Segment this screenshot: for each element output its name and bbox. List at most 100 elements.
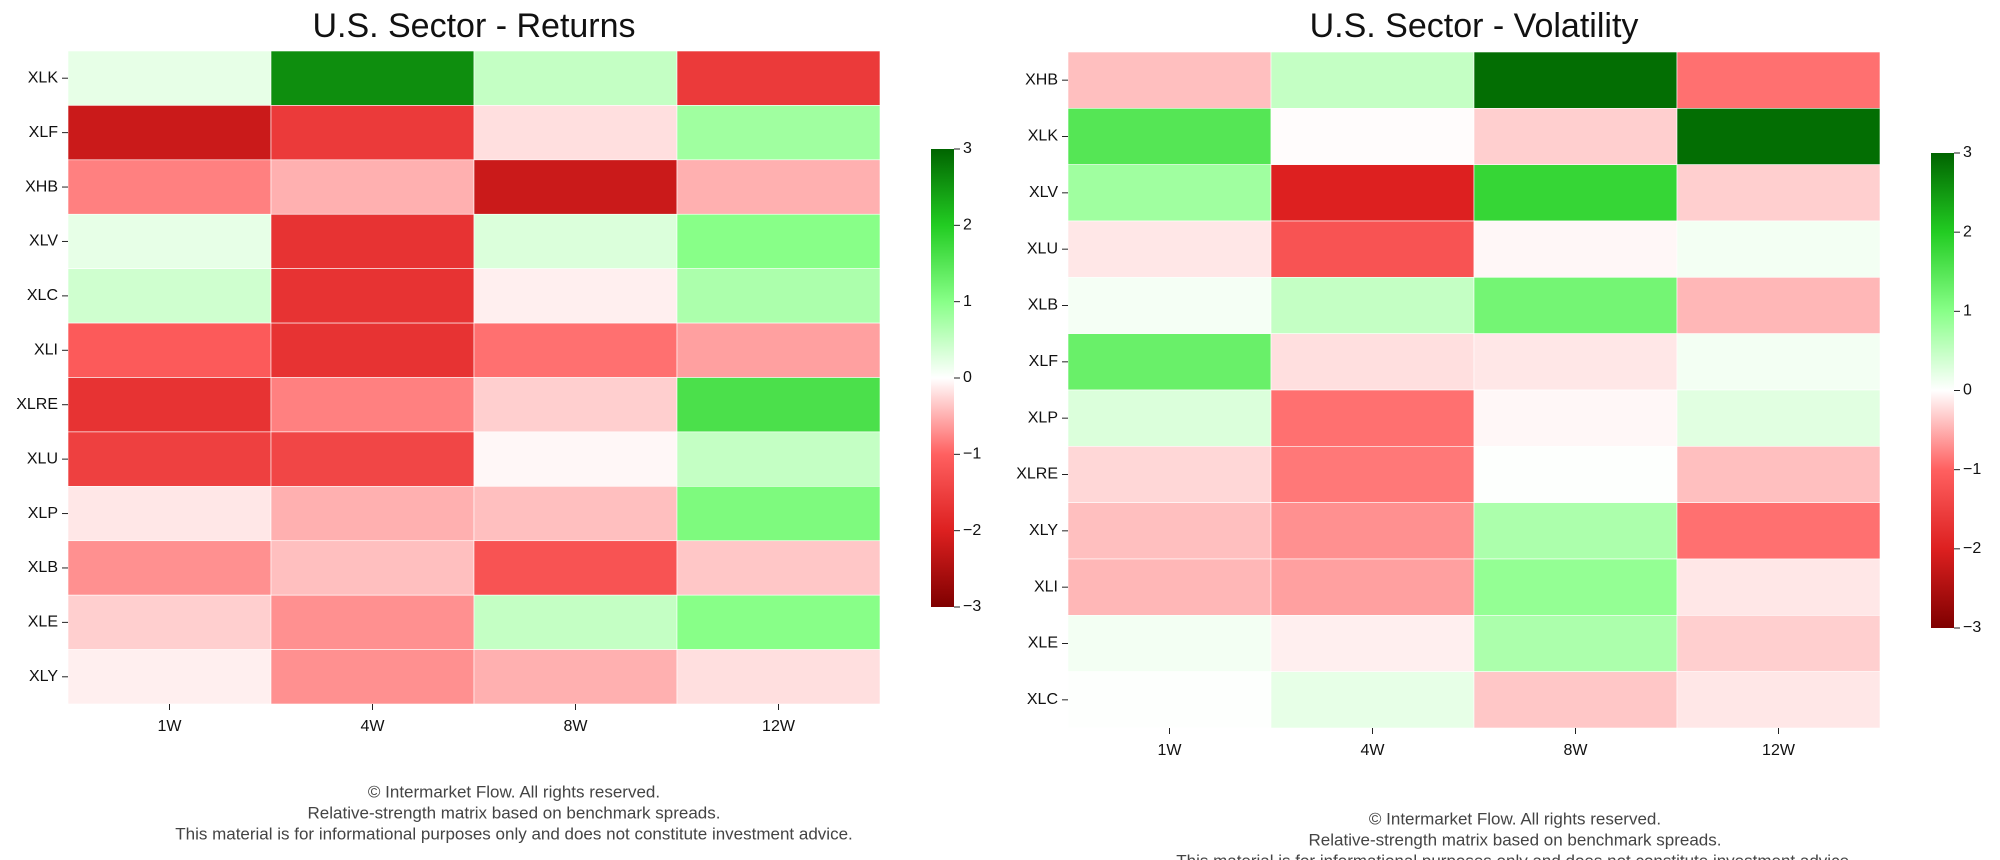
chart-title: U.S. Sector - Volatility <box>1310 7 1639 45</box>
heatmap-cell <box>270 377 475 433</box>
heatmap-cell <box>1473 164 1678 222</box>
colorbar-tick-label: −2 <box>1963 540 1981 557</box>
y-tick-label: XHB <box>25 178 58 195</box>
heatmap-cell <box>1676 446 1881 503</box>
x-tick-label: 12W <box>762 718 796 735</box>
heatmap-cell <box>67 594 272 650</box>
heatmap-cell <box>1067 502 1272 560</box>
x-tick-label: 8W <box>564 718 589 735</box>
heatmap-cell <box>1067 164 1272 222</box>
y-tick-label: XLI <box>34 342 58 359</box>
heatmap-cell <box>1676 671 1881 729</box>
heatmap-cell <box>1676 51 1881 109</box>
heatmap-cell <box>1270 615 1475 672</box>
heatmap-cell <box>473 105 678 161</box>
footnote: This material is for informational purpo… <box>1176 851 1854 860</box>
colorbar-tick-label: −3 <box>963 598 981 615</box>
heatmap-cell <box>67 322 272 378</box>
y-tick-label: XLV <box>1029 184 1058 201</box>
heatmap-cell <box>676 649 881 705</box>
colorbar-tick-label: 2 <box>1963 223 1972 240</box>
footnote: © Intermarket Flow. All rights reserved. <box>1369 809 1661 828</box>
heatmap-cell <box>1067 277 1272 334</box>
y-tick-label: XLK <box>1028 128 1059 145</box>
colorbar-tick-label: 0 <box>1963 382 1972 399</box>
colorbar-tick-label: 3 <box>1963 144 1972 161</box>
heatmap-cell <box>1270 389 1475 447</box>
heatmap-cell <box>473 268 678 324</box>
heatmap-cell <box>1676 389 1881 447</box>
heatmap-cell <box>676 377 881 433</box>
y-tick-label: XLC <box>27 287 58 304</box>
heatmap-cell <box>473 159 678 215</box>
colorbar-tick-label: −3 <box>1963 619 1981 636</box>
y-tick-label: XLE <box>28 614 58 631</box>
heatmap-cell <box>1473 277 1678 334</box>
heatmap-cell <box>270 431 475 487</box>
heatmap-cell <box>676 159 881 215</box>
heatmap-cell <box>473 486 678 542</box>
heatmap-cell <box>1067 671 1272 729</box>
heatmap-cell <box>473 431 678 487</box>
heatmap-cell <box>1270 220 1475 278</box>
heatmap-cell <box>67 486 272 542</box>
y-tick-label: XLRE <box>16 396 58 413</box>
y-tick-label: XLY <box>1029 522 1058 539</box>
heatmap-cell <box>676 486 881 542</box>
colorbar-tick-label: 0 <box>963 369 972 386</box>
heatmap-cell <box>1676 277 1881 334</box>
heatmap-cell <box>1270 446 1475 503</box>
heatmap-cell <box>1473 615 1678 672</box>
heatmap-cell <box>473 594 678 650</box>
x-tick-label: 1W <box>1158 742 1183 759</box>
heatmap-cell <box>676 540 881 596</box>
footnote: This material is for informational purpo… <box>175 824 853 843</box>
colorbar-tick-label: −1 <box>1963 461 1981 478</box>
y-tick-label: XLRE <box>1016 466 1058 483</box>
heatmap-cell <box>1473 220 1678 278</box>
colorbar <box>931 149 954 607</box>
heatmap-cell <box>1270 51 1475 109</box>
heatmap-cell <box>1676 615 1881 672</box>
heatmap-cell <box>1067 446 1272 503</box>
heatmap-cell <box>1473 333 1678 391</box>
heatmap-cell <box>473 377 678 433</box>
heatmap-cell <box>473 213 678 269</box>
heatmap-cell <box>1067 108 1272 165</box>
y-tick-label: XLY <box>29 668 58 685</box>
heatmap-cell <box>270 105 475 161</box>
heatmap-cell <box>676 105 881 161</box>
heatmap-cell <box>270 268 475 324</box>
y-tick-label: XLV <box>29 233 58 250</box>
chart-title: U.S. Sector - Returns <box>312 7 635 45</box>
heatmap-cell <box>1067 333 1272 391</box>
x-tick-label: 12W <box>1762 742 1796 759</box>
heatmap-cell <box>270 594 475 650</box>
heatmap-cell <box>1473 446 1678 503</box>
heatmap-cell <box>270 649 475 705</box>
heatmap-cell <box>67 213 272 269</box>
heatmap-cell <box>1473 51 1678 109</box>
heatmap-cell <box>1473 502 1678 560</box>
colorbar-tick-label: 1 <box>1963 303 1972 320</box>
heatmap-cell <box>1473 108 1678 165</box>
footnote: Relative-strength matrix based on benchm… <box>308 803 721 822</box>
heatmap-cell <box>1067 220 1272 278</box>
heatmap-cell <box>1067 51 1272 109</box>
heatmap-cell <box>270 50 475 106</box>
x-tick-label: 8W <box>1564 742 1589 759</box>
heatmap-cell <box>473 540 678 596</box>
heatmap-cell <box>270 322 475 378</box>
y-tick-label: XLU <box>1027 240 1058 257</box>
heatmap-cell <box>1676 108 1881 165</box>
heatmap-cell <box>1067 389 1272 447</box>
heatmap-cell <box>270 213 475 269</box>
heatmap-cell <box>67 649 272 705</box>
x-tick-label: 4W <box>1361 742 1386 759</box>
heatmap-cell <box>676 213 881 269</box>
heatmap-cell <box>67 159 272 215</box>
colorbar-tick-label: 2 <box>963 217 972 234</box>
colorbar-tick-label: −1 <box>963 446 981 463</box>
